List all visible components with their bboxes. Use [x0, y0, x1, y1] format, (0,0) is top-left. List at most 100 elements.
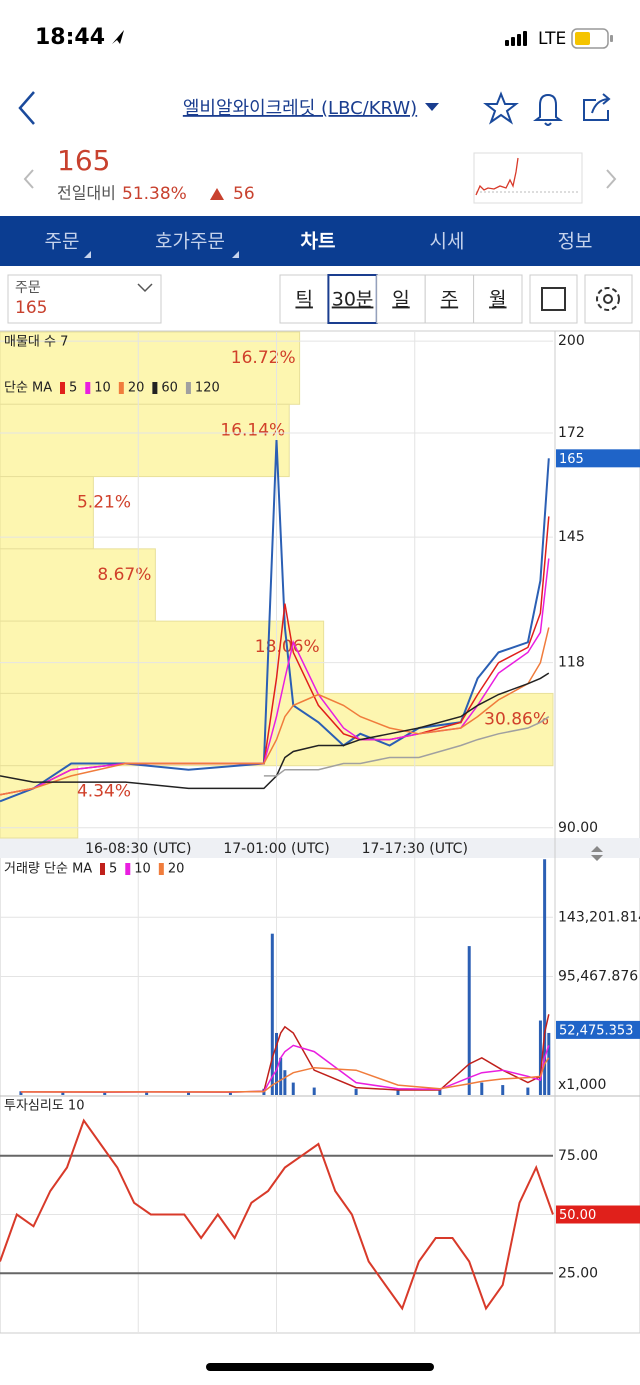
- price-line: [0, 440, 550, 803]
- legend-title: 단순 MA: [4, 381, 52, 396]
- dropdown-arrow[interactable]: [425, 103, 439, 111]
- volume-bar: [283, 1070, 287, 1095]
- market-title[interactable]: 엘비알와이크레딧 (LBC/KRW): [183, 98, 417, 119]
- legend-label: 60: [161, 381, 178, 396]
- tab-marker: [84, 251, 91, 258]
- tab[interactable]: 정보: [558, 231, 593, 253]
- tab-selected[interactable]: 차트: [301, 231, 336, 253]
- volume-profile-bar: [0, 403, 290, 478]
- legend-swatch: [100, 863, 105, 875]
- volume-profile-bar: [0, 331, 301, 405]
- y-tick-label: 118: [558, 655, 585, 671]
- legend-swatch: [152, 382, 158, 394]
- network: LTE: [538, 29, 566, 49]
- gear-icon: [596, 287, 620, 311]
- volume-bar: [438, 1090, 442, 1095]
- volume-bar: [396, 1090, 400, 1095]
- next-button[interactable]: [606, 169, 617, 189]
- y-tick-label: 172: [558, 425, 585, 441]
- current-value-tag: [556, 449, 640, 468]
- battery: [571, 28, 613, 49]
- volume-profile-bar: [0, 765, 79, 839]
- tab[interactable]: 시세: [430, 231, 465, 253]
- tab[interactable]: 주문: [45, 231, 80, 253]
- draw-icon: [541, 287, 566, 311]
- period-label: 일: [392, 289, 409, 311]
- volume-profile-label: 4.34%: [77, 782, 131, 802]
- volume-profile-bar: [0, 476, 94, 550]
- volume-bar: [547, 1032, 551, 1095]
- up-arrow: [210, 188, 224, 200]
- volume-profile-bar: [0, 620, 325, 694]
- current-value-label: 50.00: [559, 1208, 596, 1223]
- resize-handle[interactable]: [591, 846, 603, 861]
- order-value: 165: [15, 298, 47, 318]
- legend-swatch: [85, 382, 91, 394]
- change-amount: 56: [233, 184, 255, 204]
- volume-bar: [538, 1020, 542, 1095]
- legend-label: 5: [109, 862, 117, 877]
- prev-button[interactable]: [23, 169, 34, 189]
- back-button[interactable]: [18, 91, 35, 125]
- volume-bar: [291, 1082, 295, 1095]
- volume-profile-label: 16.72%: [231, 348, 296, 368]
- period-button[interactable]: [473, 274, 523, 324]
- legend-swatch: [60, 382, 65, 394]
- volume-bar: [526, 1087, 530, 1095]
- volume-bar: [19, 1091, 23, 1095]
- volume-bar: [187, 1092, 191, 1095]
- volume-bar: [279, 1057, 283, 1095]
- volume-bar: [480, 1082, 484, 1095]
- tab-marker: [232, 251, 239, 258]
- period-label: 틱: [295, 289, 312, 311]
- ma-line: [0, 672, 550, 790]
- legend-swatch: [118, 382, 124, 394]
- ma-line: [0, 627, 550, 796]
- sentiment-line: [0, 1118, 554, 1311]
- volume-bar: [270, 933, 274, 1095]
- unit-label: x1,000: [558, 1077, 606, 1093]
- volume-bar: [467, 946, 471, 1095]
- sparkline: [475, 157, 519, 196]
- favorite-button[interactable]: [483, 91, 519, 125]
- volume-ma-line: [20, 1057, 550, 1093]
- x-tick-label: 17-01:00 (UTC): [223, 841, 329, 857]
- current-value-label: 165: [559, 452, 584, 467]
- y-tick-label: 90.00: [558, 820, 598, 836]
- volume-bar: [354, 1088, 358, 1095]
- draw-button[interactable]: [529, 274, 578, 324]
- time-axis-band: [0, 838, 640, 858]
- home-indicator: [206, 1363, 434, 1371]
- volume-bar: [312, 1087, 316, 1095]
- alarm-button[interactable]: [533, 93, 563, 126]
- period-label: 30분: [332, 289, 374, 311]
- legend-title: 거래량 단순 MA: [4, 862, 92, 877]
- period-button[interactable]: [376, 274, 426, 324]
- y-tick-label: 143,201.814: [558, 909, 640, 925]
- price: 165: [57, 144, 110, 177]
- x-tick-label: 17-17:30 (UTC): [362, 841, 468, 857]
- period-label: 월: [489, 289, 506, 311]
- volume-bar: [275, 1032, 278, 1095]
- y-tick-label: 145: [558, 529, 585, 545]
- order-box[interactable]: [7, 274, 162, 324]
- y-tick-label: 200: [558, 333, 585, 349]
- y-tick-label: 95,467.876: [558, 969, 638, 985]
- ma-line: [263, 715, 550, 777]
- panel-title: 투자심리도 10: [4, 1099, 84, 1114]
- volume-bar: [145, 1091, 149, 1095]
- volume-bar: [228, 1092, 232, 1095]
- volume-profile-label: 16.14%: [220, 420, 285, 440]
- settings-button[interactable]: [584, 274, 633, 324]
- y-tick-label: 25.00: [558, 1265, 598, 1281]
- legend-label: 5: [69, 381, 77, 396]
- order-chevron: [137, 283, 153, 293]
- volume-profile-label: 8.67%: [97, 565, 151, 585]
- share-button[interactable]: [583, 93, 611, 121]
- change-percent: 51.38%: [122, 184, 187, 204]
- tab-bar: [0, 216, 640, 266]
- legend-swatch: [125, 863, 131, 875]
- tab[interactable]: 호가주문: [155, 231, 225, 253]
- change-label: 전일대비: [57, 184, 116, 203]
- gear-hub: [603, 294, 613, 304]
